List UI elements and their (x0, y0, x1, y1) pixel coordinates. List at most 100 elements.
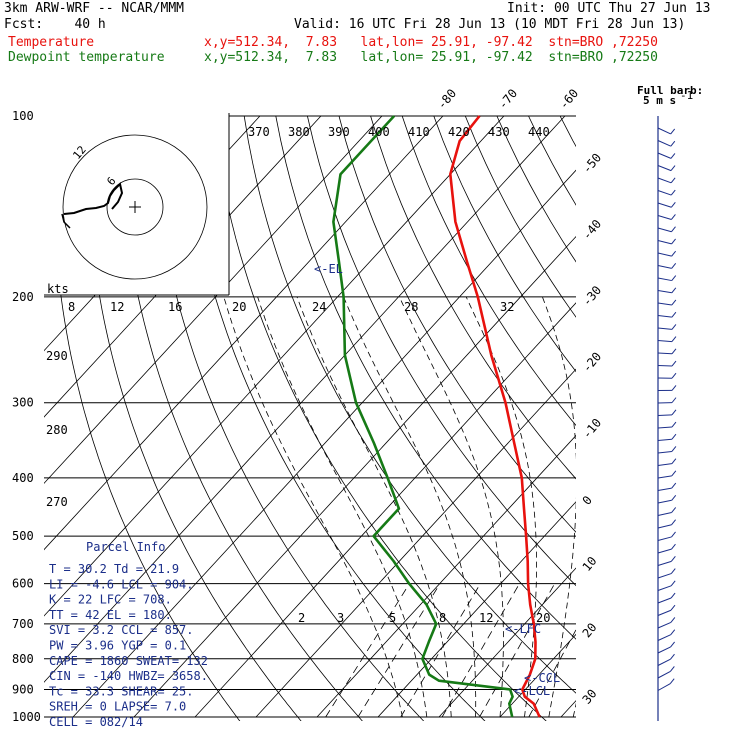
isotherm-line (377, 501, 576, 718)
dry-adiabat-line (464, 115, 576, 318)
isotherm-line (316, 434, 576, 718)
temperature-legend: Temperature (8, 35, 95, 50)
moist-adiabat-line (296, 296, 452, 718)
dry-adiabat-line (528, 115, 576, 206)
mixing-ratio-label: 32 (500, 300, 514, 314)
pressure-grid (44, 115, 576, 718)
wind-barb-flag (671, 446, 677, 452)
temperature-tick-label: -70 (495, 86, 520, 112)
wind-barb-flag (670, 604, 676, 611)
wind-barb-flag (671, 311, 677, 318)
wind-barb-flag (670, 653, 675, 660)
wind-barb (657, 548, 672, 554)
dry-adiabat-line (687, 116, 740, 730)
wind-barb (657, 302, 672, 306)
hodograph-background (44, 113, 229, 295)
parcel-info-row: LI = -4.6 LCL = 904. (49, 577, 194, 591)
wind-barb (657, 352, 673, 355)
dry-adiabat-line (52, 115, 241, 721)
wind-barb (657, 227, 672, 233)
wind-barb-flag (670, 201, 676, 208)
wind-barb-flag (671, 482, 677, 489)
wind-barb (657, 177, 672, 184)
temperature-tick-label: 30 (580, 687, 600, 707)
dry-adiabat-line (718, 116, 740, 730)
wind-barb (657, 265, 672, 269)
wind-barb-flag (671, 507, 677, 513)
dry-adiabat-line (85, 115, 302, 721)
wind-barb (657, 670, 671, 679)
wind-barb (657, 536, 672, 541)
pressure-tick-label: 100 (12, 109, 34, 123)
wind-barb (657, 499, 672, 504)
dry-adiabat-line (338, 115, 576, 533)
hodograph-ring-outer (62, 134, 208, 280)
dry-adiabat-line (117, 115, 363, 721)
wind-barb (657, 215, 672, 220)
pressure-tick-label: 300 (12, 396, 34, 410)
pressure-tick-label: 700 (12, 617, 34, 631)
wind-barb (657, 524, 672, 529)
wind-barb-flag (670, 140, 676, 147)
parcel-info-row: TT = 42 EL = 180. (49, 608, 172, 622)
temperature-tick-label: -50 (580, 151, 605, 177)
wind-barb-column: Full barb:5 m s -1 (637, 84, 703, 721)
wind-barb (657, 634, 671, 641)
mixing-ratio-label: 20 (232, 300, 246, 314)
wind-barb-flag (671, 275, 677, 281)
forecast-hour: Fcst: 40 h (4, 17, 106, 32)
temperature-profile (449, 115, 541, 718)
wind-barb-flag (670, 580, 676, 587)
dry-adiabat-line (370, 115, 576, 480)
wind-barb-flag (670, 128, 676, 135)
wind-barb-flag (671, 385, 677, 391)
wind-barb-flag (671, 519, 676, 526)
isotherm-line (44, 115, 505, 617)
temperature-tick-label: -20 (580, 349, 605, 375)
temperature-tick-label: -30 (580, 283, 605, 309)
moist-adiabat-line (598, 297, 686, 717)
wind-barb-flag (671, 433, 677, 440)
isotherm-line (44, 115, 444, 551)
wind-barb (657, 475, 672, 479)
dry-adiabat-line (401, 115, 576, 427)
wind-barb-flag (670, 189, 676, 196)
barb-legend-unit-exponent: -1 (680, 89, 693, 102)
wind-barb-flag (671, 458, 677, 464)
dry-adiabat-line (243, 115, 576, 694)
ccl-annotation: <-CCL (524, 671, 560, 685)
profile-lines (332, 115, 541, 718)
wind-barb (657, 240, 672, 245)
isotherm-line (683, 116, 740, 717)
pressure-tick-label: 200 (12, 290, 34, 304)
mixing-ratio-label: 8 (68, 300, 75, 314)
wind-barb (657, 165, 672, 172)
wind-barb (657, 438, 672, 441)
wind-barb (657, 597, 672, 604)
mixing-ratio-line (400, 583, 481, 718)
dry-adiabat-label: 270 (46, 495, 68, 509)
dewpoint-profile (332, 115, 514, 718)
wind-barb-flag (670, 617, 676, 623)
isotherm-line (255, 368, 576, 718)
mixing-ratio-line (357, 583, 441, 718)
dry-adiabat-line (623, 116, 740, 730)
wind-barb (657, 277, 672, 282)
wind-barb (657, 252, 672, 257)
wind-barb-flag (669, 666, 675, 672)
init-time: Init: 00 UTC Thu 27 Jun 13 (507, 1, 711, 16)
hodograph-trace (63, 182, 124, 215)
hodograph-units-label: kts (47, 282, 69, 296)
wind-barb-flag (669, 678, 675, 684)
wind-barb (657, 585, 672, 591)
wind-barb-flag (671, 494, 677, 501)
wind-barb-flag (670, 641, 676, 648)
wind-barb (657, 340, 672, 343)
isotherm-line (133, 235, 576, 718)
wind-barb-flag (671, 409, 677, 416)
wind-barb (657, 463, 672, 466)
dry-adiabat-line (212, 115, 547, 721)
wind-barb-flag (671, 299, 677, 306)
wind-barb-flag (670, 568, 676, 574)
